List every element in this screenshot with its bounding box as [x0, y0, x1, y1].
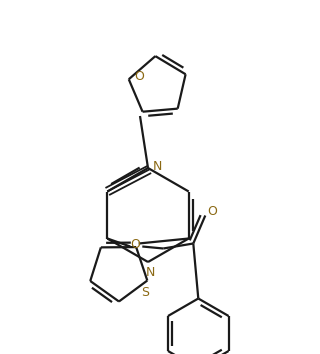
Text: S: S: [141, 286, 149, 299]
Text: O: O: [207, 205, 217, 218]
Text: N: N: [153, 160, 162, 173]
Text: O: O: [134, 70, 144, 83]
Text: N: N: [145, 266, 155, 279]
Text: O: O: [130, 238, 140, 251]
